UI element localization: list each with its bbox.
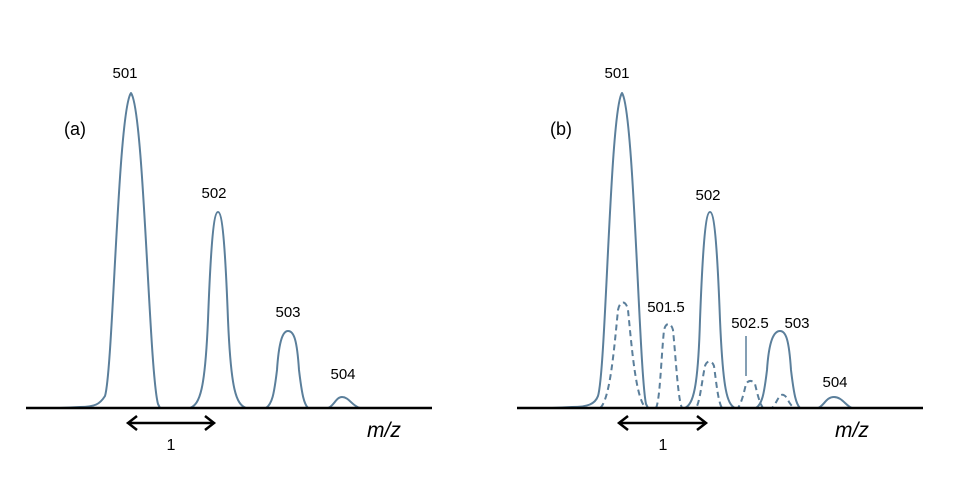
- panel-b-peak-label-504: 504: [822, 374, 847, 391]
- panel-b-peak-label-501: 501: [604, 65, 629, 82]
- panel-a-spacing-arrow: [125, 415, 217, 431]
- panel-b-half-peak-label-501-5: 501.5: [647, 299, 685, 316]
- panel-a-axis-label: m/z: [367, 419, 401, 442]
- panel-a-label: (a): [64, 119, 86, 139]
- panel-b-spacing-arrow: [616, 415, 709, 431]
- panel-a-peak-label-503: 503: [275, 304, 300, 321]
- panel-b-half-peak-label-502-5: 502.5: [731, 315, 769, 332]
- panel-a: (a) 501 502 503 504 1 m/z: [26, 65, 432, 454]
- panel-a-peak-label-502: 502: [201, 185, 226, 202]
- panel-a-peak-label-501: 501: [112, 65, 137, 82]
- panel-b: (b) 501 502 503 504 501.5 502.5 1 m/z: [517, 65, 923, 454]
- panel-b-half-integer-trace: [599, 301, 797, 409]
- panel-b-spacing-label: 1: [659, 437, 668, 454]
- panel-b-axis-label: m/z: [835, 419, 869, 442]
- panel-a-peak-label-504: 504: [330, 366, 355, 383]
- panel-a-spacing-label: 1: [167, 437, 176, 454]
- panel-b-peak-label-502: 502: [695, 187, 720, 204]
- panel-b-label: (b): [550, 119, 572, 139]
- panel-b-peak-label-503: 503: [784, 315, 809, 332]
- panel-b-spectrum-trace: [551, 92, 856, 409]
- panel-a-spectrum-trace: [59, 92, 364, 409]
